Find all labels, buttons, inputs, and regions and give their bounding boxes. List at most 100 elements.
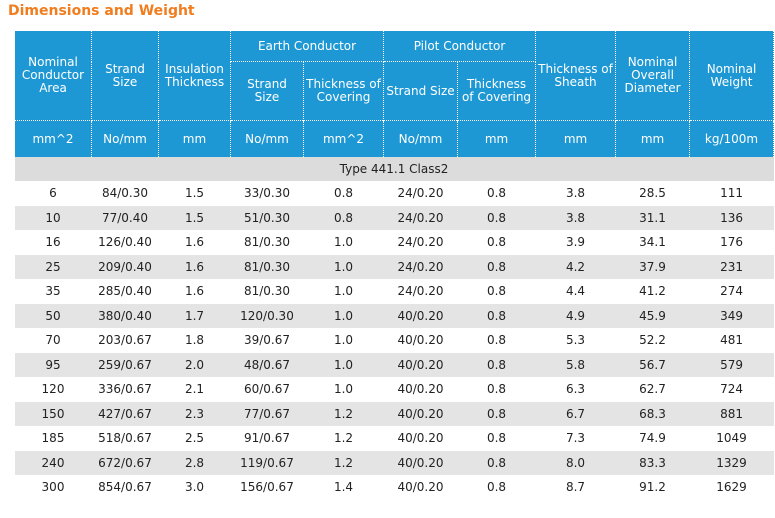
table-row: 120 336/0.67 2.1 60/0.67 1.0 40/0.20 0.8 6.3 62.… xyxy=(14,377,774,402)
table-cell: 259/0.67 xyxy=(91,352,159,377)
table-cell: 91.2 xyxy=(615,475,690,500)
table-cell: 126/0.40 xyxy=(91,230,159,255)
table-cell: 2.8 xyxy=(158,450,231,475)
table-cell: 7.3 xyxy=(535,426,616,451)
table-cell: 1.7 xyxy=(158,303,231,328)
table-cell: 4.2 xyxy=(535,254,616,279)
table-cell: 0.8 xyxy=(303,205,384,230)
table-cell: 881 xyxy=(689,401,774,426)
table-cell: 120/0.30 xyxy=(230,303,304,328)
table-cell: 40/0.20 xyxy=(383,450,458,475)
header-pilot-conductor: Pilot Conductor xyxy=(382,31,537,62)
table-cell: 1.0 xyxy=(303,230,384,255)
table-cell: 28.5 xyxy=(615,181,690,206)
table-cell: 336/0.67 xyxy=(91,377,159,402)
units-row: mm^2 No/mm mm No/mm mm^2 No/mm mm mm mm … xyxy=(14,120,775,157)
table-cell: 34.1 xyxy=(615,230,690,255)
table-cell: 0.8 xyxy=(457,426,536,451)
table-cell: 0.8 xyxy=(457,352,536,377)
table-row: 150 427/0.67 2.3 77/0.67 1.2 40/0.20 0.8 6.7 68.… xyxy=(14,401,774,426)
table-cell: 24/0.20 xyxy=(383,181,458,206)
table-cell: 0.8 xyxy=(457,230,536,255)
table-cell: 854/0.67 xyxy=(91,475,159,500)
table-cell: 1.0 xyxy=(303,328,384,353)
table-cell: 1.2 xyxy=(303,426,384,451)
table-cell: 25 xyxy=(14,254,92,279)
table-cell: 16 xyxy=(14,230,92,255)
table-cell: 136 xyxy=(689,205,774,230)
table-row: 300 854/0.67 3.0 156/0.67 1.4 40/0.20 0.8 8.7 91… xyxy=(14,475,774,500)
table-cell: 35 xyxy=(14,279,92,304)
table-cell: 39/0.67 xyxy=(230,328,304,353)
table-cell: 1.6 xyxy=(158,230,231,255)
table-cell: 5.8 xyxy=(535,352,616,377)
table-cell: 6.7 xyxy=(535,401,616,426)
header-weight: Nominal Weight xyxy=(689,31,775,121)
table-cell: 0.8 xyxy=(303,181,384,206)
table-cell: 41.2 xyxy=(615,279,690,304)
unit-cell: mm^2 xyxy=(303,120,384,157)
table-row: 10 77/0.40 1.5 51/0.30 0.8 24/0.20 0.8 3.8 31.1 1… xyxy=(14,205,774,230)
table-cell: 2.0 xyxy=(158,352,231,377)
table-cell: 74.9 xyxy=(615,426,690,451)
header-pilot-covering: Thickness of Covering xyxy=(456,61,537,121)
table-cell: 40/0.20 xyxy=(383,426,458,451)
type-row: Type 441.1 Class2 xyxy=(14,157,774,181)
table-cell: 83.3 xyxy=(615,450,690,475)
table-cell: 111 xyxy=(689,181,774,206)
table-cell: 50 xyxy=(14,303,92,328)
table-cell: 4.4 xyxy=(535,279,616,304)
table-cell: 1.6 xyxy=(158,254,231,279)
table-cell: 40/0.20 xyxy=(383,328,458,353)
table-cell: 0.8 xyxy=(457,279,536,304)
table-cell: 119/0.67 xyxy=(230,450,304,475)
table-cell: 40/0.20 xyxy=(383,377,458,402)
table-cell: 427/0.67 xyxy=(91,401,159,426)
table-row: 25 209/0.40 1.6 81/0.30 1.0 24/0.20 0.8 4.2 37.9… xyxy=(14,254,774,279)
table-cell: 24/0.20 xyxy=(383,254,458,279)
table-cell: 3.0 xyxy=(158,475,231,500)
table-cell: 4.9 xyxy=(535,303,616,328)
unit-cell: mm xyxy=(456,120,537,157)
header-pilot-strand: Strand Size xyxy=(383,61,458,121)
table-cell: 24/0.20 xyxy=(383,279,458,304)
table-row: 16 126/0.40 1.6 81/0.30 1.0 24/0.20 0.8 3.9 34.1… xyxy=(14,230,774,255)
table-cell: 1049 xyxy=(689,426,774,451)
table-cell: 40/0.20 xyxy=(383,303,458,328)
table-cell: 40/0.20 xyxy=(383,475,458,500)
table-cell: 31.1 xyxy=(615,205,690,230)
table-cell: 203/0.67 xyxy=(91,328,159,353)
unit-cell: No/mm xyxy=(383,120,458,157)
header-earth-conductor: Earth Conductor xyxy=(230,31,384,62)
table-cell: 52.2 xyxy=(615,328,690,353)
header-earth-covering: Thickness of Covering xyxy=(303,61,384,121)
table-cell: 3.8 xyxy=(535,181,616,206)
table-cell: 45.9 xyxy=(615,303,690,328)
table-cell: 51/0.30 xyxy=(230,205,304,230)
table-cell: 56.7 xyxy=(615,352,690,377)
table-cell: 91/0.67 xyxy=(230,426,304,451)
header-insulation: Insulation Thickness xyxy=(158,31,231,121)
table-cell: 24/0.20 xyxy=(383,230,458,255)
table-cell: 3.9 xyxy=(535,230,616,255)
table-cell: 240 xyxy=(14,450,92,475)
table-cell: 40/0.20 xyxy=(383,401,458,426)
table-cell: 2.5 xyxy=(158,426,231,451)
table-cell: 6 xyxy=(14,181,92,206)
unit-cell: mm^2 xyxy=(14,120,92,157)
table-header: Nominal Conductor Area Strand Size Insul… xyxy=(14,31,775,157)
table-row: 70 203/0.67 1.8 39/0.67 1.0 40/0.20 0.8 5.3 52.2… xyxy=(14,328,774,353)
unit-cell: No/mm xyxy=(230,120,304,157)
table-cell: 724 xyxy=(689,377,774,402)
table-cell: 0.8 xyxy=(457,205,536,230)
table-cell: 1.0 xyxy=(303,303,384,328)
page-title: Dimensions and Weight xyxy=(8,3,195,19)
table-cell: 0.8 xyxy=(457,181,536,206)
table-cell: 300 xyxy=(14,475,92,500)
table-cell: 0.8 xyxy=(457,377,536,402)
table-cell: 95 xyxy=(14,352,92,377)
table-cell: 285/0.40 xyxy=(91,279,159,304)
table-row: 240 672/0.67 2.8 119/0.67 1.2 40/0.20 0.8 8.0 83… xyxy=(14,450,774,475)
table-cell: 0.8 xyxy=(457,475,536,500)
header-strand-size: Strand Size xyxy=(91,31,159,121)
